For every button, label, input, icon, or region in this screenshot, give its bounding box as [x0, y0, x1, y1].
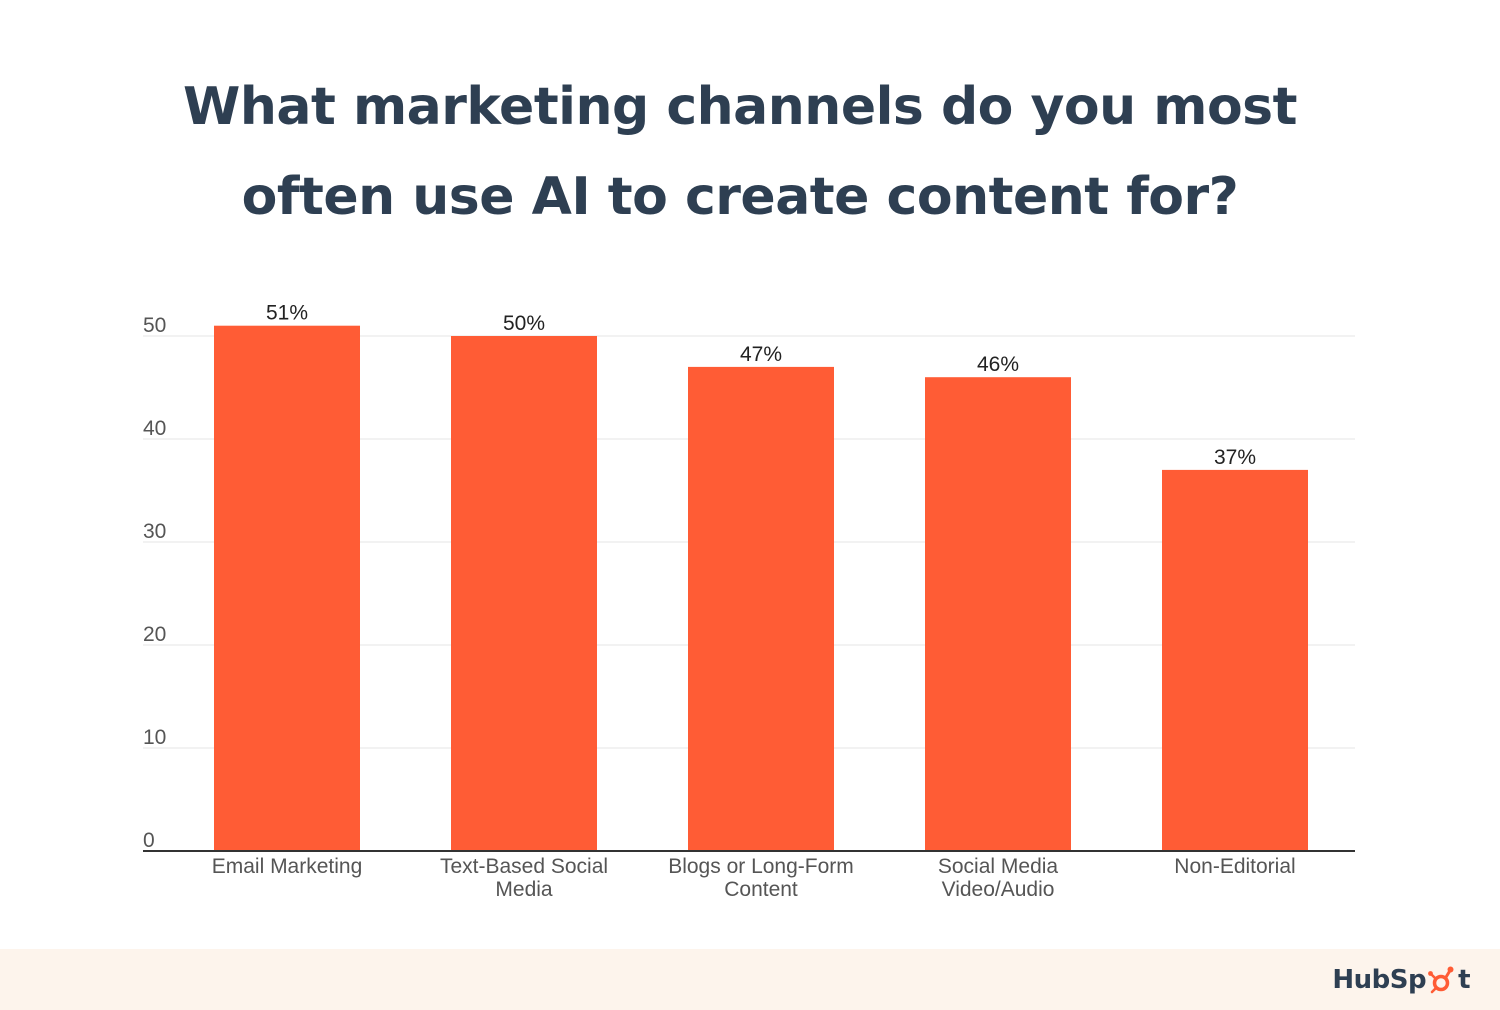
bar — [451, 336, 597, 851]
chart-title: What marketing channels do you most ofte… — [0, 62, 1480, 242]
x-tick-label: Video/Audio — [942, 878, 1055, 901]
data-label: 51% — [266, 302, 308, 325]
y-tick-label: 30 — [143, 520, 166, 543]
sprocket-dot-left — [1428, 971, 1433, 976]
y-tick-label: 0 — [143, 829, 155, 852]
data-label: 37% — [1214, 446, 1256, 469]
data-label: 47% — [740, 343, 782, 366]
x-tick-label: Non-Editorial — [1174, 855, 1295, 878]
x-tick-label: Text-Based Social — [440, 855, 608, 878]
data-label: 50% — [503, 312, 545, 335]
sprocket-arm-bottom — [1432, 988, 1436, 992]
x-tick-label: Blogs or Long-Form — [668, 855, 854, 878]
y-tick-label: 50 — [143, 314, 166, 337]
bar — [688, 367, 834, 851]
x-tick-label: Content — [724, 878, 798, 901]
chart-title-line-2: often use AI to create content for? — [0, 152, 1480, 242]
hubspot-sprocket-icon — [1427, 965, 1457, 995]
bar — [214, 326, 360, 851]
footer-band — [0, 949, 1500, 1010]
y-tick-label: 20 — [143, 623, 166, 646]
bar — [1162, 470, 1308, 851]
chart-title-line-1: What marketing channels do you most — [0, 62, 1480, 152]
y-tick-label: 40 — [143, 417, 166, 440]
sprocket-dot-top — [1448, 967, 1454, 973]
x-tick-label: Email Marketing — [212, 855, 363, 878]
hubspot-logo: HubSp t — [1332, 962, 1470, 998]
brand-name-part-1: HubSp — [1332, 965, 1426, 995]
bar — [925, 377, 1071, 851]
y-tick-label: 10 — [143, 726, 166, 749]
bar-chart: 0 10 20 30 40 50 51% Email Marketing 50% Text-Bas… — [0, 280, 1500, 920]
data-label: 46% — [977, 353, 1019, 376]
brand-name-part-2: t — [1458, 965, 1470, 995]
x-tick-label: Media — [495, 878, 553, 901]
x-tick-label: Social Media — [938, 855, 1059, 878]
